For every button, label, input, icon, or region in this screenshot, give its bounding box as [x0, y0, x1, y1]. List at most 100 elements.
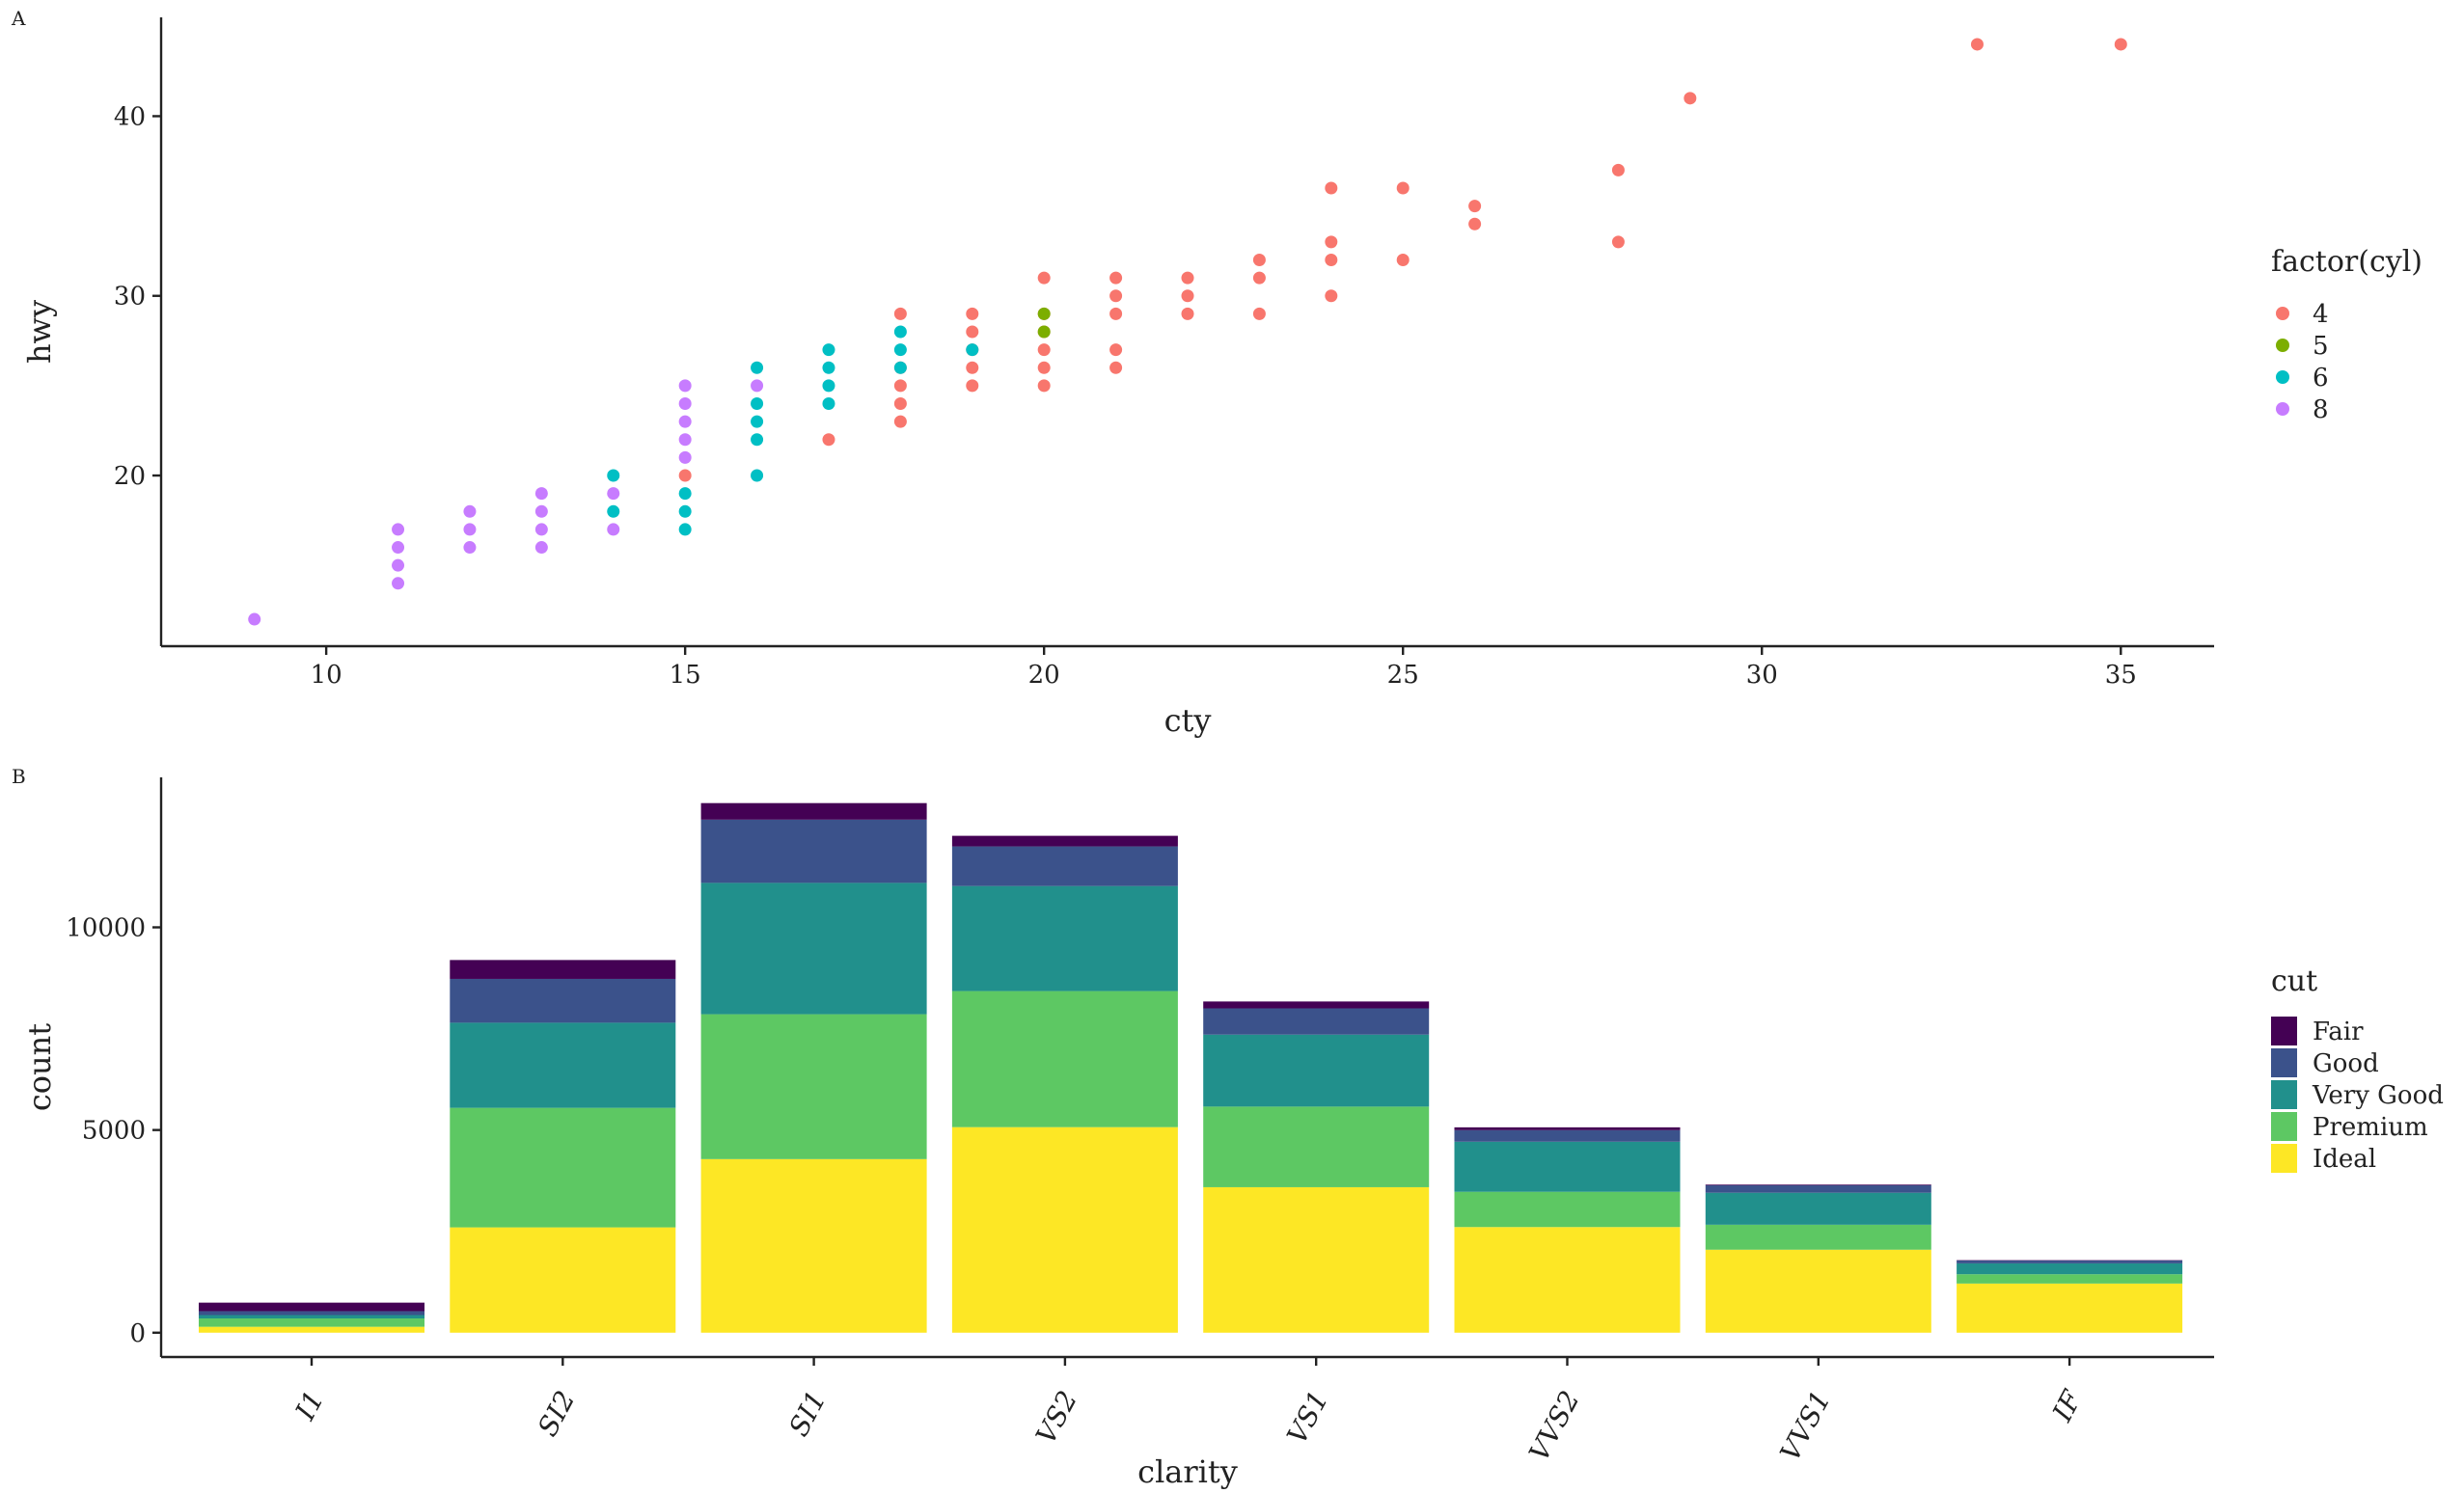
- y-tick-label: 30: [114, 283, 146, 312]
- scatter-point-cyl-4: [966, 379, 979, 393]
- legend-label-cyl-6: 6: [2313, 364, 2329, 393]
- bar-segment-vs2-very-good: [951, 885, 1178, 991]
- scatter-point-cyl-4: [1037, 379, 1051, 393]
- legend-key-premium: [2271, 1112, 2297, 1141]
- scatter-point-cyl-4: [1252, 253, 1266, 266]
- scatter-point-cyl-4: [1181, 307, 1194, 320]
- scatter-point-cyl-8: [534, 523, 548, 536]
- scatter-point-cyl-4: [1252, 271, 1266, 285]
- scatter-point-cyl-4: [1181, 271, 1194, 285]
- x-tick-label: VVS1: [1774, 1386, 1837, 1467]
- scatter-point-cyl-8: [678, 450, 692, 464]
- legend-key-ideal: [2271, 1144, 2297, 1173]
- x-tick-label: VS2: [1029, 1386, 1083, 1450]
- legend-key-cyl-8: [2276, 402, 2289, 416]
- bar-segment-vvs1-premium: [1705, 1224, 1931, 1250]
- x-tick-label: 25: [1387, 661, 1419, 690]
- scatter-point-cyl-4: [678, 469, 692, 482]
- scatter-point-cyl-4: [1325, 253, 1338, 266]
- scatter-point-cyl-4: [966, 325, 979, 339]
- scatter-point-cyl-4: [1325, 181, 1338, 195]
- x-tick-label: 20: [1028, 661, 1060, 690]
- scatter-point-cyl-4: [966, 361, 979, 374]
- scatter-point-cyl-8: [392, 577, 405, 590]
- y-axis-title: count: [21, 1023, 58, 1111]
- bar-panel: 0 5000 10000 I1 SI2 SI1 VS2 VS1 VVS2 VVS1 IF clarit…: [21, 777, 2444, 1490]
- scatter-point-cyl-8: [534, 504, 548, 518]
- scatter-point-cyl-4: [1037, 361, 1051, 374]
- legend-label-cyl-8: 8: [2313, 395, 2329, 424]
- y-tick-label: 20: [114, 462, 146, 491]
- y-tick-label: 5000: [82, 1117, 146, 1146]
- legend-key-very-good: [2271, 1080, 2297, 1109]
- bar-segment-vvs2-fair: [1454, 1127, 1681, 1130]
- panel-a-tag: A: [11, 7, 26, 30]
- legend-label-fair: Fair: [2313, 1018, 2364, 1046]
- scatter-point-cyl-4: [1468, 200, 1482, 213]
- scatter-point-cyl-5: [1037, 307, 1051, 320]
- x-axis-title: cty: [1164, 702, 1212, 739]
- scatter-point-cyl-4: [1325, 235, 1338, 249]
- scatter-point-cyl-8: [463, 541, 477, 555]
- scatter-point-cyl-4: [1109, 343, 1123, 357]
- bar-segment-si2-ideal: [450, 1227, 676, 1333]
- bar-segment-i1-premium: [199, 1318, 424, 1327]
- scatter-point-cyl-6: [822, 343, 835, 357]
- scatter-point-cyl-4: [1611, 163, 1625, 176]
- scatter-point-cyl-4: [1396, 181, 1410, 195]
- bar-segment-si2-very-good: [450, 1022, 676, 1108]
- legend-key-good: [2271, 1048, 2297, 1077]
- scatter-point-cyl-4: [1181, 289, 1194, 303]
- scatter-point-cyl-6: [678, 487, 692, 501]
- bar-segment-si2-fair: [450, 960, 676, 979]
- x-tick-label: 35: [2105, 661, 2137, 690]
- scatter-point-cyl-4: [1611, 235, 1625, 249]
- bar-segment-si1-very-good: [700, 882, 927, 1015]
- scatter-point-cyl-8: [392, 523, 405, 536]
- scatter-point-cyl-4: [1109, 289, 1123, 303]
- bar-segment-vs1-good: [1203, 1008, 1430, 1035]
- bar-segment-vs1-premium: [1203, 1106, 1430, 1187]
- x-tick-label: VVS2: [1522, 1386, 1585, 1467]
- bar-segment-si1-premium: [700, 1014, 927, 1159]
- y-tick-label: 10000: [66, 914, 146, 943]
- scatter-point-cyl-4: [1109, 307, 1123, 320]
- bar-segment-vvs2-premium: [1454, 1191, 1681, 1228]
- bar-segment-si2-good: [450, 978, 676, 1023]
- bar-segment-vvs2-ideal: [1454, 1227, 1681, 1333]
- scatter-point-cyl-4: [966, 307, 979, 320]
- scatter-point-cyl-6: [893, 343, 907, 357]
- legend-label-very-good: Very Good: [2312, 1081, 2444, 1110]
- scatter-point-cyl-4: [1037, 271, 1051, 285]
- bar-segment-if-ideal: [1957, 1283, 2183, 1333]
- bar-segment-vs1-ideal: [1203, 1186, 1430, 1333]
- scatter-point-cyl-6: [751, 469, 764, 482]
- bar-segment-vs2-fair: [951, 835, 1178, 847]
- bar-segment-vvs2-very-good: [1454, 1141, 1681, 1192]
- scatter-point-cyl-4: [2114, 38, 2127, 51]
- legend-label-cyl-5: 5: [2313, 332, 2329, 361]
- scatter-point-cyl-6: [678, 523, 692, 536]
- bar-segment-vvs1-ideal: [1705, 1249, 1931, 1333]
- scatter-point-cyl-4: [893, 307, 907, 320]
- scatter-point-cyl-4: [1037, 343, 1051, 357]
- scatter-point-cyl-6: [893, 361, 907, 374]
- x-tick-label: VS1: [1280, 1386, 1334, 1450]
- bar-segment-si1-good: [700, 819, 927, 883]
- legend-label-premium: Premium: [2313, 1113, 2428, 1142]
- legend-label-good: Good: [2313, 1049, 2379, 1078]
- scatter-point-cyl-4: [1325, 289, 1338, 303]
- scatter-point-cyl-6: [822, 397, 835, 411]
- bar-segment-vs1-very-good: [1203, 1034, 1430, 1107]
- bar-segment-vvs1-good: [1705, 1184, 1931, 1193]
- bar-segment-vvs2-good: [1454, 1129, 1681, 1142]
- bar-segment-i1-very-good: [199, 1315, 424, 1319]
- scatter-point-cyl-6: [822, 361, 835, 374]
- scatter-point-cyl-8: [678, 379, 692, 393]
- x-tick-label: I1: [288, 1386, 330, 1426]
- legend-label-cyl-4: 4: [2313, 300, 2329, 329]
- legend-key-cyl-6: [2276, 370, 2289, 384]
- y-tick-label: 40: [114, 102, 146, 131]
- panel-b-tag: B: [12, 765, 26, 788]
